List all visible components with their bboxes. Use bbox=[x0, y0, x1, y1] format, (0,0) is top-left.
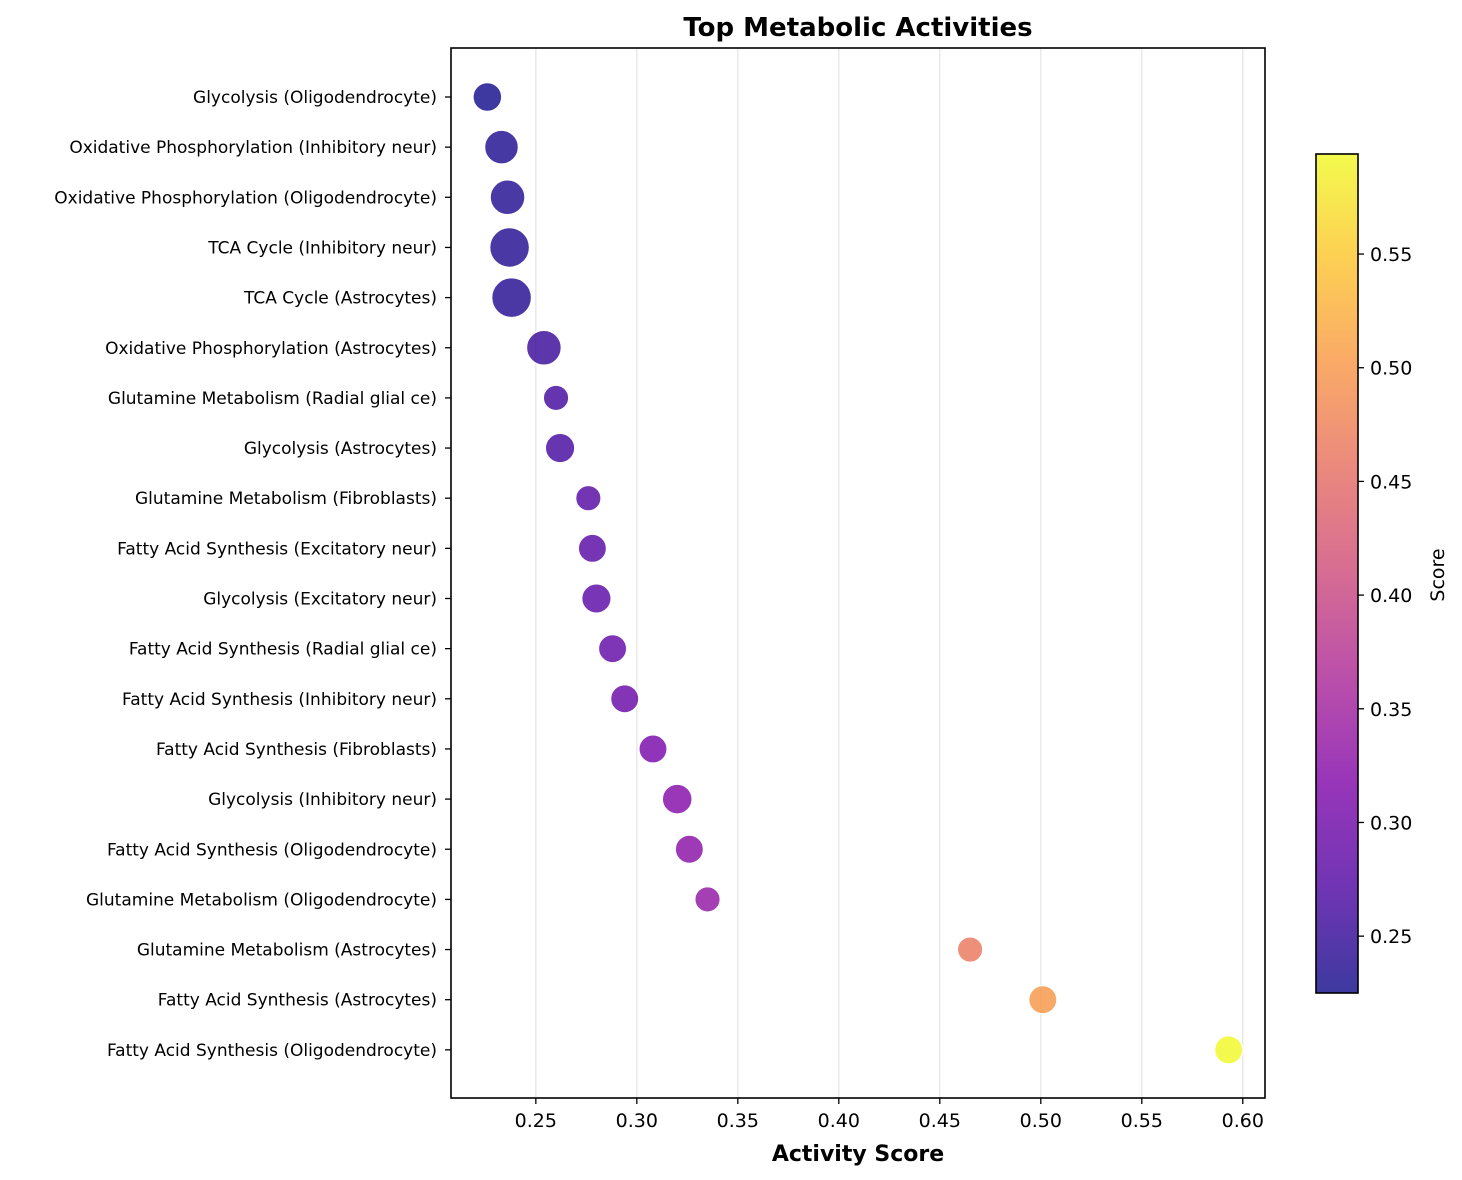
x-tick-label: 0.60 bbox=[1222, 1110, 1264, 1132]
x-tick-label: 0.25 bbox=[515, 1110, 557, 1132]
colorbar-tick-label: 0.25 bbox=[1370, 926, 1412, 948]
colorbar-tick-label: 0.30 bbox=[1370, 812, 1412, 834]
y-tick-label: Fatty Acid Synthesis (Oligodendrocyte) bbox=[107, 1041, 437, 1061]
colorbar-ticks: 0.25 0.30 0.35 0.40 0.45 0.50 0.55 bbox=[1358, 244, 1412, 948]
x-tick-label: 0.50 bbox=[1020, 1110, 1062, 1132]
colorbar: 0.25 0.30 0.35 0.40 0.45 0.50 0.55 Score bbox=[1315, 153, 1449, 994]
colorbar-tick-label: 0.40 bbox=[1370, 585, 1412, 607]
x-tick-label: 0.35 bbox=[717, 1110, 759, 1132]
x-axis-label: Activity Score bbox=[772, 1142, 944, 1167]
x-tick-label: 0.55 bbox=[1121, 1110, 1163, 1132]
y-axis-ticks: Glycolysis (Oligodendrocyte) Oxidative Ph… bbox=[54, 88, 451, 1061]
data-point bbox=[542, 384, 570, 412]
y-tick-label: Glycolysis (Excitatory neur) bbox=[203, 590, 437, 610]
data-point bbox=[1027, 984, 1058, 1015]
y-tick-label: Glycolysis (Oligodendrocyte) bbox=[193, 88, 437, 108]
chart-title: Top Metabolic Activities bbox=[683, 13, 1032, 43]
data-point bbox=[674, 834, 705, 865]
x-tick-label: 0.30 bbox=[616, 1110, 658, 1132]
data-point bbox=[638, 734, 668, 764]
y-tick-label: TCA Cycle (Astrocytes) bbox=[243, 289, 437, 309]
y-tick-label: Glutamine Metabolism (Oligodendrocyte) bbox=[86, 890, 437, 910]
y-tick-label: Glycolysis (Astrocytes) bbox=[244, 439, 437, 459]
y-tick-label: Oxidative Phosphorylation (Oligodendrocy… bbox=[54, 188, 437, 208]
y-tick-label: Oxidative Phosphorylation (Inhibitory ne… bbox=[69, 138, 437, 158]
data-point bbox=[525, 329, 563, 366]
plot-frame bbox=[450, 47, 1266, 1099]
colorbar-tick-label: 0.45 bbox=[1370, 471, 1412, 493]
data-point bbox=[956, 936, 984, 964]
data-point bbox=[661, 783, 693, 815]
colorbar-gradient bbox=[1316, 154, 1358, 993]
data-point bbox=[597, 633, 628, 664]
data-point bbox=[577, 533, 608, 564]
y-tick-label: Glutamine Metabolism (Radial glial ce) bbox=[108, 389, 437, 409]
data-point bbox=[693, 885, 722, 913]
data-point bbox=[544, 432, 576, 464]
colorbar-tick-label: 0.55 bbox=[1370, 244, 1412, 266]
x-tick-label: 0.40 bbox=[818, 1110, 860, 1132]
colorbar-frame bbox=[1315, 153, 1359, 994]
grid-lines bbox=[535, 48, 1244, 1098]
data-points bbox=[472, 81, 1244, 1065]
data-point bbox=[1213, 1034, 1244, 1065]
data-point bbox=[574, 484, 602, 512]
y-tick-label: Fatty Acid Synthesis (Excitatory neur) bbox=[117, 539, 437, 559]
colorbar-label: Score bbox=[1427, 548, 1449, 601]
data-point bbox=[580, 582, 612, 615]
y-tick-label: Glutamine Metabolism (Fibroblasts) bbox=[135, 489, 437, 509]
data-point bbox=[488, 226, 531, 269]
y-tick-label: Fatty Acid Synthesis (Oligodendrocyte) bbox=[107, 840, 437, 860]
y-tick-label: TCA Cycle (Inhibitory neur) bbox=[207, 238, 437, 258]
colorbar-tick-label: 0.35 bbox=[1370, 699, 1412, 721]
y-tick-label: Glycolysis (Inhibitory neur) bbox=[208, 790, 437, 810]
data-point bbox=[472, 81, 503, 113]
data-point bbox=[490, 276, 533, 319]
data-point bbox=[609, 683, 640, 714]
y-tick-label: Oxidative Phosphorylation (Astrocytes) bbox=[105, 339, 437, 359]
data-point bbox=[489, 179, 526, 216]
data-point bbox=[483, 129, 520, 165]
y-tick-label: Fatty Acid Synthesis (Radial glial ce) bbox=[129, 640, 437, 660]
x-tick-label: 0.45 bbox=[919, 1110, 961, 1132]
x-axis-ticks: 0.25 0.30 0.35 0.40 0.45 0.50 0.55 0.60 bbox=[515, 1098, 1264, 1132]
y-tick-label: Fatty Acid Synthesis (Fibroblasts) bbox=[156, 740, 437, 760]
y-tick-label: Glutamine Metabolism (Astrocytes) bbox=[137, 941, 437, 961]
colorbar-tick-label: 0.50 bbox=[1370, 358, 1412, 380]
y-tick-label: Fatty Acid Synthesis (Inhibitory neur) bbox=[122, 690, 437, 710]
y-tick-label: Fatty Acid Synthesis (Astrocytes) bbox=[158, 991, 437, 1011]
